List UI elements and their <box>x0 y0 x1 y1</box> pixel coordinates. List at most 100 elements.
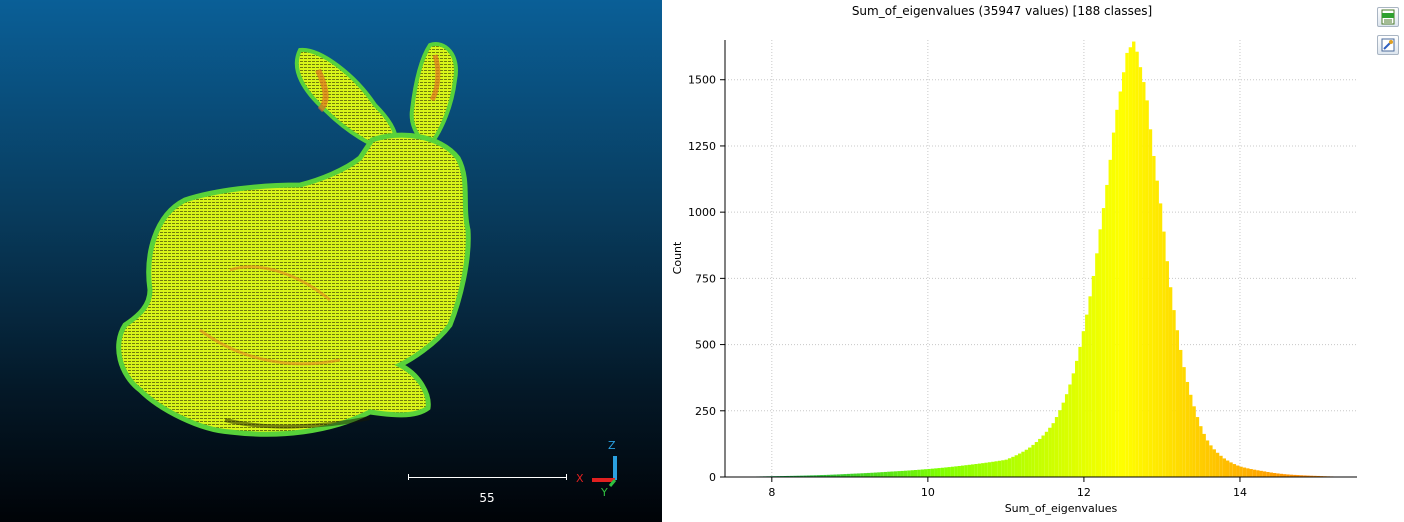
3d-viewer[interactable]: 55 Z X Y <box>0 0 662 522</box>
histogram-bar <box>873 472 878 477</box>
histogram-bar <box>1242 467 1247 477</box>
histogram-bar <box>994 461 998 477</box>
histogram-bar <box>890 471 894 477</box>
histogram-bar <box>1316 475 1320 477</box>
histogram-bar <box>1192 406 1196 477</box>
histogram-bar <box>1179 349 1183 477</box>
histogram-bar <box>974 464 978 477</box>
histogram-bar <box>1175 330 1180 477</box>
y-tick-label: 1000 <box>688 206 716 219</box>
histogram-bar <box>977 463 982 477</box>
histogram-bar <box>897 471 901 477</box>
histogram-bar <box>957 465 961 477</box>
axis-z-label: Z <box>608 439 616 452</box>
histogram-bar <box>1108 159 1112 477</box>
histogram-bar <box>853 473 857 477</box>
histogram-bar <box>967 464 972 477</box>
histogram-bar <box>1078 346 1082 477</box>
histogram-bar <box>900 470 904 477</box>
scale-bar <box>408 474 567 482</box>
histogram-bar <box>1088 296 1092 477</box>
histogram-title: Sum_of_eigenvalues (35947 values) [188 c… <box>851 4 1153 18</box>
histogram-bar <box>984 462 988 477</box>
y-axis-label: Count <box>671 241 684 274</box>
histogram-bar <box>836 474 841 477</box>
histogram-bar <box>1004 459 1008 477</box>
histogram-bar <box>913 470 918 477</box>
histogram-bar <box>1142 82 1146 477</box>
histogram-bar <box>981 463 985 477</box>
histogram-bar <box>1155 180 1159 478</box>
histogram-bar <box>1185 381 1190 477</box>
y-tick-label: 1500 <box>688 74 716 87</box>
histogram-bar <box>1121 72 1126 478</box>
histogram-bar <box>960 465 965 477</box>
histogram-bar <box>1165 261 1169 477</box>
bunny-shape <box>116 42 471 437</box>
histogram-bar <box>1172 310 1176 477</box>
histogram-bar <box>1219 455 1223 477</box>
histogram-bar <box>950 466 955 477</box>
histogram-bar <box>1232 464 1237 477</box>
histogram-bar <box>1031 444 1035 477</box>
histogram-bar <box>1098 229 1102 477</box>
histogram-bar <box>1064 394 1069 477</box>
histogram-bar <box>893 471 898 477</box>
histogram-bar <box>820 475 824 477</box>
histogram-bar <box>1299 475 1304 477</box>
histogram-bar <box>1105 184 1109 477</box>
histogram-bar <box>1246 468 1250 477</box>
histogram-bar <box>927 468 931 477</box>
histogram-bar <box>1152 155 1156 478</box>
histogram-bar <box>1034 442 1039 477</box>
histogram-bar <box>987 462 992 477</box>
histogram-bar <box>793 475 797 477</box>
histogram-bar <box>910 470 914 477</box>
histogram-bar <box>809 475 814 477</box>
histogram-bar <box>1296 475 1300 477</box>
point-cloud-bunny[interactable] <box>0 0 662 522</box>
histogram-bar <box>1205 440 1210 477</box>
histogram-bar <box>867 472 871 477</box>
histogram-bar <box>1252 469 1257 477</box>
histogram-bar <box>1145 100 1149 477</box>
histogram-bar <box>880 472 884 477</box>
x-tick-label: 12 <box>1077 486 1091 499</box>
histogram-bar <box>1125 52 1129 477</box>
histogram-bar <box>954 466 958 477</box>
histogram-bar <box>1091 275 1096 477</box>
histogram-bar <box>1222 458 1226 477</box>
histogram-bar <box>1259 470 1263 477</box>
histogram-bar <box>826 474 831 477</box>
histogram-bar <box>1272 473 1277 477</box>
histogram-bar <box>971 464 975 477</box>
axes-icon <box>592 456 617 487</box>
histogram-bar <box>1101 208 1106 477</box>
histogram-bar <box>1266 472 1270 477</box>
histogram-bar <box>1225 460 1230 477</box>
histogram-bar <box>1313 475 1317 477</box>
histogram-bar <box>1028 447 1032 477</box>
histogram-bar <box>887 471 891 477</box>
histogram-bar <box>1182 367 1186 477</box>
export-image-button[interactable] <box>1377 35 1399 55</box>
histogram-bar <box>924 469 928 477</box>
histogram-bar <box>870 472 874 477</box>
histogram-bar <box>803 475 807 477</box>
histogram-bar <box>1135 51 1139 477</box>
histogram-bar <box>1148 129 1153 477</box>
histogram-bar <box>903 470 908 477</box>
histogram-bar <box>1262 471 1267 477</box>
histogram-bar <box>1199 426 1203 477</box>
histogram-bar <box>1014 455 1018 477</box>
histogram-bar <box>1303 475 1307 477</box>
histogram-bar <box>1001 460 1005 477</box>
export-csv-button[interactable] <box>1377 7 1399 27</box>
histogram-bar <box>917 469 921 477</box>
histogram-bar <box>1168 287 1173 477</box>
histogram-bar <box>1138 67 1143 477</box>
histogram-bar <box>1162 231 1166 477</box>
histogram-bar <box>1118 91 1122 477</box>
histogram-bar <box>1202 433 1206 477</box>
histogram-bar <box>1195 417 1200 477</box>
